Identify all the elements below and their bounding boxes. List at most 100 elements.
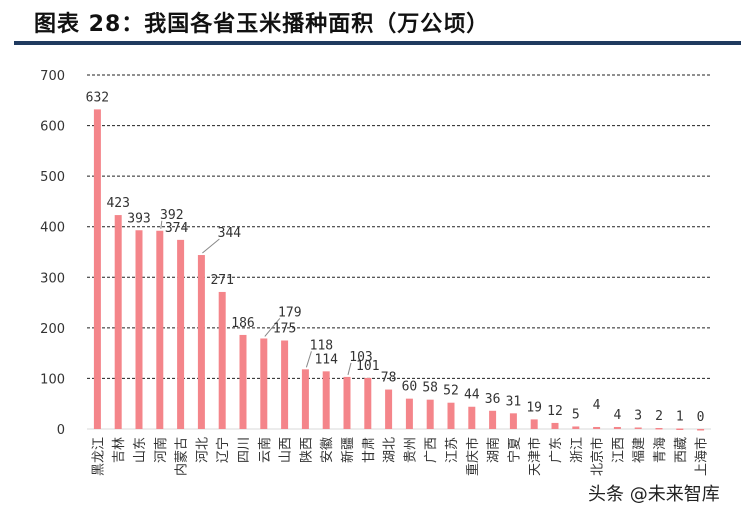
y-tick-label: 300	[40, 271, 65, 286]
data-label: 31	[506, 394, 522, 409]
data-label: 374	[165, 221, 189, 236]
data-label: 393	[127, 211, 150, 226]
data-label: 118	[310, 338, 333, 353]
leader-line	[264, 318, 281, 337]
bar	[364, 377, 372, 429]
data-label: 19	[526, 400, 542, 415]
bar	[197, 255, 205, 429]
x-tick-label: 四川	[237, 437, 252, 463]
x-tick-label: 甘肃	[362, 437, 377, 463]
bar	[634, 427, 642, 429]
data-label: 632	[86, 90, 109, 105]
bar	[426, 399, 434, 429]
x-tick-label: 重庆市	[465, 437, 481, 476]
bar	[447, 402, 455, 429]
data-label: 423	[106, 196, 129, 211]
leader-line	[347, 362, 352, 376]
bar	[676, 428, 684, 430]
data-label: 60	[402, 380, 418, 395]
data-label: 271	[210, 273, 233, 288]
chart-title: 图表 28：我国各省玉米播种面积（万公顷）	[34, 12, 490, 37]
data-label: 392	[160, 208, 183, 223]
data-label: 344	[218, 226, 242, 241]
data-label: 1	[676, 409, 684, 424]
y-tick-label: 200	[40, 322, 65, 337]
x-tick-label: 山东	[133, 437, 148, 463]
data-label: 4	[593, 398, 601, 413]
bar	[260, 338, 268, 429]
leader-line	[202, 238, 220, 254]
bar	[93, 109, 101, 429]
data-label: 103	[349, 350, 372, 365]
data-label: 114	[314, 352, 338, 367]
bar	[468, 406, 476, 429]
bar	[218, 291, 226, 429]
x-tick-label: 内蒙古	[174, 437, 190, 476]
y-tick-label: 500	[40, 170, 65, 185]
leader-line	[305, 351, 312, 368]
data-label: 52	[443, 384, 459, 399]
data-label: 78	[381, 371, 397, 386]
bar	[655, 427, 663, 430]
y-tick-label: 100	[40, 372, 65, 387]
x-tick-label: 广东	[549, 437, 564, 463]
bar	[114, 215, 122, 429]
y-tick-label: 600	[40, 120, 65, 135]
bar	[177, 239, 185, 429]
bar	[239, 334, 247, 429]
x-tick-label: 陕西	[299, 437, 314, 463]
data-label: 0	[697, 410, 705, 425]
x-tick-label: 湖南	[486, 437, 502, 463]
bar	[322, 371, 330, 429]
bar	[301, 369, 309, 429]
data-label: 101	[356, 359, 379, 374]
bar	[613, 426, 621, 429]
x-tick-label: 上海市	[694, 437, 710, 476]
x-tick-label: 天津市	[527, 437, 543, 476]
x-tick-label: 宁夏	[506, 437, 522, 463]
x-tick-label: 湖北	[383, 437, 398, 463]
title-divider	[14, 41, 741, 45]
x-tick-label: 青海	[653, 437, 668, 463]
bar	[281, 340, 289, 429]
bar	[509, 413, 517, 429]
data-label: 58	[422, 381, 438, 396]
bar	[156, 230, 164, 429]
x-tick-label: 吉林	[112, 437, 127, 463]
bar	[572, 426, 580, 429]
x-tick-label: 山西	[279, 437, 294, 463]
bar	[343, 376, 351, 429]
x-tick-label: 浙江	[570, 437, 585, 463]
data-label: 44	[464, 388, 480, 403]
data-label: 175	[273, 322, 296, 337]
x-tick-label: 北京市	[590, 437, 606, 476]
x-tick-label: 辽宁	[215, 437, 231, 463]
x-tick-label: 西藏	[674, 437, 689, 463]
y-tick-label: 400	[40, 221, 65, 236]
x-tick-label: 云南	[257, 437, 273, 463]
data-label: 4	[613, 408, 621, 423]
data-label: 12	[547, 404, 563, 419]
x-tick-label: 广西	[424, 437, 439, 463]
bar	[593, 426, 601, 429]
leader-line	[160, 220, 163, 229]
bar	[697, 429, 705, 431]
watermark: 头条 @未来智库	[588, 484, 720, 505]
x-tick-label: 江西	[611, 437, 626, 463]
x-tick-label: 河南	[153, 437, 169, 463]
y-tick-label: 700	[40, 69, 65, 84]
data-label: 36	[485, 392, 501, 407]
x-tick-label: 福建	[632, 437, 647, 463]
x-tick-label: 新疆	[340, 437, 356, 463]
bar	[135, 230, 143, 429]
bar	[489, 410, 497, 429]
data-label: 5	[572, 407, 580, 422]
x-tick-label: 河北	[195, 437, 210, 463]
x-tick-label: 江苏	[444, 437, 460, 463]
x-tick-label: 黑龙江	[91, 437, 106, 476]
data-label: 2	[655, 409, 663, 424]
bar	[405, 398, 413, 429]
bar	[530, 419, 538, 429]
data-label: 179	[278, 305, 301, 320]
